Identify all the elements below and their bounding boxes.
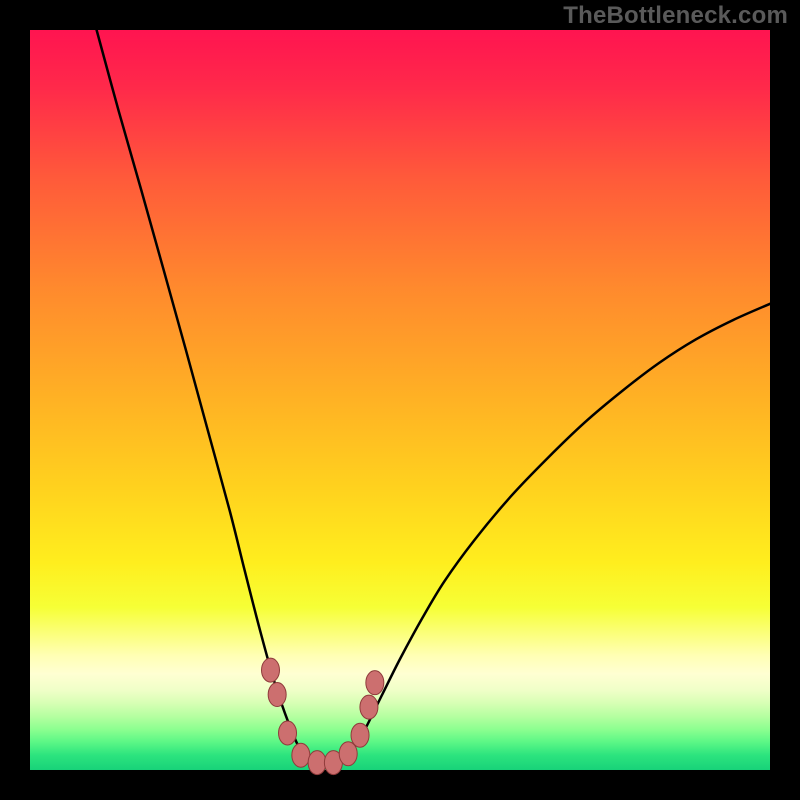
marker-bead bbox=[279, 721, 297, 745]
chart-stage: TheBottleneck.com bbox=[0, 0, 800, 800]
marker-bead bbox=[262, 658, 280, 682]
marker-bead bbox=[366, 671, 384, 695]
marker-bead bbox=[351, 723, 369, 747]
marker-bead bbox=[308, 751, 326, 775]
bottleneck-chart bbox=[0, 0, 800, 800]
watermark-text: TheBottleneck.com bbox=[563, 2, 788, 30]
marker-bead bbox=[292, 743, 310, 767]
marker-bead bbox=[268, 683, 286, 707]
marker-bead bbox=[360, 695, 378, 719]
